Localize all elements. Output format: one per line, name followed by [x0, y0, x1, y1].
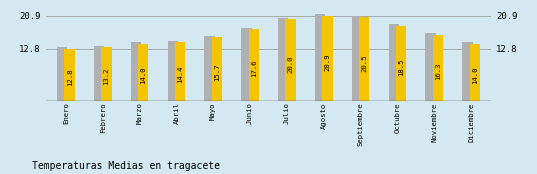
- Bar: [359, 17, 369, 101]
- Bar: [138, 44, 148, 101]
- Bar: [175, 42, 185, 101]
- Bar: [64, 49, 75, 101]
- Bar: [205, 35, 215, 101]
- Bar: [241, 28, 251, 101]
- Text: 17.6: 17.6: [251, 60, 257, 77]
- Bar: [470, 44, 480, 101]
- Bar: [322, 16, 332, 101]
- Text: 16.3: 16.3: [435, 62, 441, 80]
- Bar: [462, 42, 473, 101]
- Text: 14.0: 14.0: [472, 66, 478, 84]
- Bar: [315, 14, 325, 101]
- Bar: [212, 37, 222, 101]
- Bar: [249, 29, 259, 101]
- Bar: [57, 47, 67, 101]
- Bar: [352, 16, 362, 101]
- Text: 13.2: 13.2: [104, 68, 110, 85]
- Bar: [433, 35, 443, 101]
- Text: 14.0: 14.0: [140, 66, 146, 84]
- Text: 20.9: 20.9: [324, 54, 330, 71]
- Text: Temperaturas Medias en tragacete: Temperaturas Medias en tragacete: [32, 161, 220, 171]
- Text: 15.7: 15.7: [214, 63, 220, 81]
- Text: 12.8: 12.8: [67, 69, 72, 86]
- Bar: [94, 46, 104, 101]
- Text: 14.4: 14.4: [177, 66, 183, 83]
- Text: 18.5: 18.5: [398, 58, 404, 76]
- Bar: [396, 26, 407, 101]
- Bar: [286, 19, 296, 101]
- Bar: [101, 47, 112, 101]
- Bar: [278, 18, 288, 101]
- Bar: [389, 24, 399, 101]
- Text: 20.0: 20.0: [288, 56, 294, 73]
- Text: 20.5: 20.5: [361, 55, 367, 72]
- Bar: [425, 33, 436, 101]
- Bar: [130, 42, 141, 101]
- Bar: [168, 41, 178, 101]
